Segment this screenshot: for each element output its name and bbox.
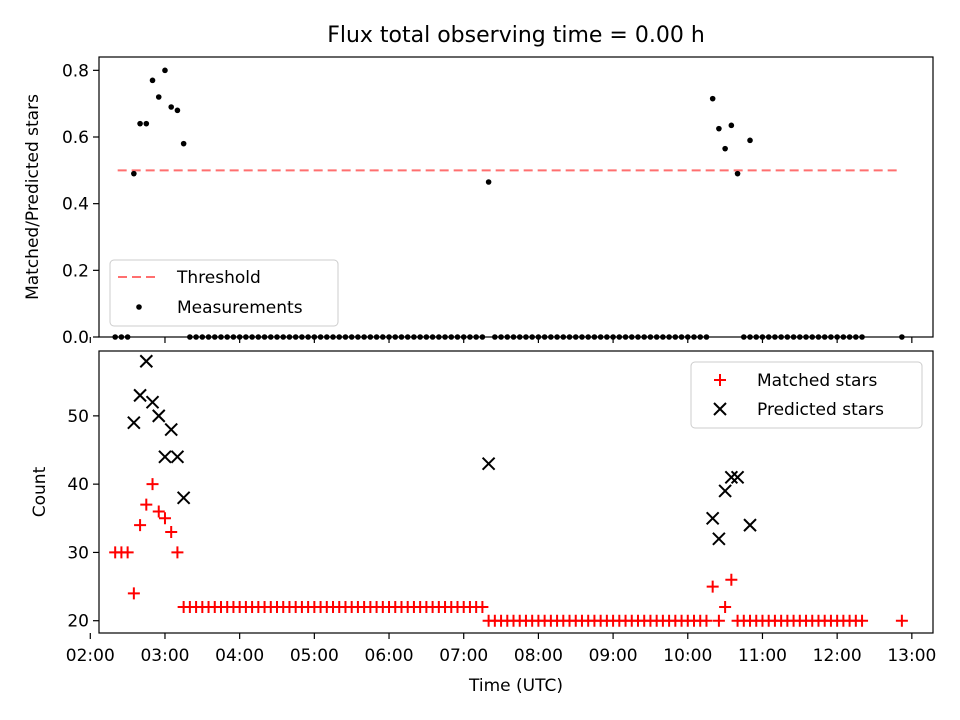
measurement-point: [155, 94, 162, 100]
matched-star-point: [121, 546, 134, 559]
predicted-star-point: [145, 395, 160, 409]
legend: Threshold Measurements: [109, 259, 339, 327]
legend: Matched stars Predicted stars: [690, 361, 923, 429]
predicted-star-point: [164, 422, 178, 437]
matched-star-point: [895, 614, 908, 627]
x-tick-label: 08:00: [514, 646, 563, 666]
measurement-point: [180, 140, 187, 147]
matched-star-point: [171, 546, 184, 559]
matched-star-point: [856, 614, 869, 627]
chart-title: Flux total observing time = 0.00 h: [327, 23, 705, 48]
ratio-panel: 0.0 0.2 0.4 0.6 0.8 Matched/Predicted stars Th…: [23, 56, 934, 348]
predicted-star-point: [481, 456, 496, 471]
predicted-star-point: [718, 484, 732, 498]
measurement-point: [747, 137, 753, 144]
legend-predicted-swatch: [713, 402, 727, 416]
measurement-point: [149, 77, 156, 84]
matched-star-point: [165, 525, 178, 538]
predicted-star-point: [133, 388, 147, 403]
x-axis-label: Time (UTC): [468, 676, 563, 696]
y-tick-label: 0.6: [62, 128, 89, 148]
measurement-point: [174, 107, 181, 114]
legend-threshold-label: Threshold: [176, 268, 261, 288]
x-tick-label: 06:00: [365, 646, 414, 666]
measurement-point: [722, 145, 728, 152]
legend-matched-swatch: [714, 374, 726, 386]
x-tick-label: 02:00: [66, 646, 115, 666]
measurement-point: [137, 120, 143, 127]
matched-star-point: [725, 573, 738, 586]
measurement-point: [168, 104, 174, 110]
y-tick-label: 0.4: [62, 195, 89, 215]
predicted-star-point: [152, 409, 166, 423]
matched-star-point: [712, 614, 725, 627]
legend-box: [690, 361, 923, 429]
predicted-star-point: [743, 518, 757, 532]
predicted-star-point: [724, 470, 739, 485]
x-tick-label: 09:00: [589, 646, 638, 666]
measurement-point: [143, 120, 150, 127]
measurement-point: [734, 170, 741, 177]
x-tick-label: 04:00: [215, 646, 264, 666]
matched-star-point: [706, 580, 719, 593]
x-tick-label: 13:00: [887, 646, 936, 666]
y-tick-label: 50: [67, 407, 89, 427]
measurement-point: [485, 179, 492, 185]
legend-matched-label: Matched stars: [757, 371, 877, 391]
measurement-point: [728, 122, 735, 129]
predicted-star-point: [712, 532, 726, 546]
count-panel: 20 30 40 50 02:00 03:00 04:00 05:00 06:00 07:00 08…: [30, 350, 936, 696]
x-tick-label: 07:00: [439, 646, 488, 666]
matched-star-point: [140, 498, 153, 511]
x-tick-label: 05:00: [290, 646, 339, 666]
predicted-star-point: [705, 511, 720, 525]
y-axis-label: Matched/Predicted stars: [23, 94, 43, 300]
legend-box: [109, 259, 339, 327]
y-tick-label: 40: [67, 475, 89, 495]
y-tick-label: 0.2: [62, 261, 89, 281]
predicted-star-point: [730, 470, 745, 485]
y-tick-label: 20: [67, 612, 89, 632]
y-tick-label: 0.8: [62, 61, 89, 81]
measurement-point: [131, 170, 137, 177]
plot-frame: [98, 56, 934, 338]
measurement-point: [709, 95, 716, 102]
predicted-star-point: [158, 450, 172, 464]
predicted-star-point: [127, 415, 141, 430]
y-axis-label: Count: [30, 466, 50, 517]
matched-star-point: [719, 601, 732, 614]
predicted-star-point: [176, 491, 191, 505]
legend-predicted-label: Predicted stars: [757, 400, 884, 420]
predicted-star-point: [139, 354, 154, 368]
legend-measurements-label: Measurements: [177, 298, 303, 318]
x-tick-label: 11:00: [738, 646, 787, 666]
x-tick-label: 10:00: [663, 646, 712, 666]
x-tick-label: 12:00: [813, 646, 862, 666]
y-tick-label: 30: [67, 543, 89, 563]
matched-star-point: [152, 505, 165, 518]
x-tick-label: 03:00: [140, 646, 189, 666]
matched-star-point: [700, 614, 713, 627]
measurement-point: [716, 125, 722, 132]
predicted-star-point: [170, 450, 185, 464]
plot-frame: [98, 350, 934, 634]
legend-measurements-swatch: [136, 304, 142, 310]
matched-star-point: [476, 601, 489, 614]
y-tick-label: 0.0: [62, 328, 89, 348]
matched-star-point: [134, 519, 147, 532]
measurement-point: [162, 67, 168, 74]
matched-star-point: [158, 512, 171, 525]
matched-star-point: [127, 587, 140, 600]
matched-star-point: [146, 478, 159, 491]
